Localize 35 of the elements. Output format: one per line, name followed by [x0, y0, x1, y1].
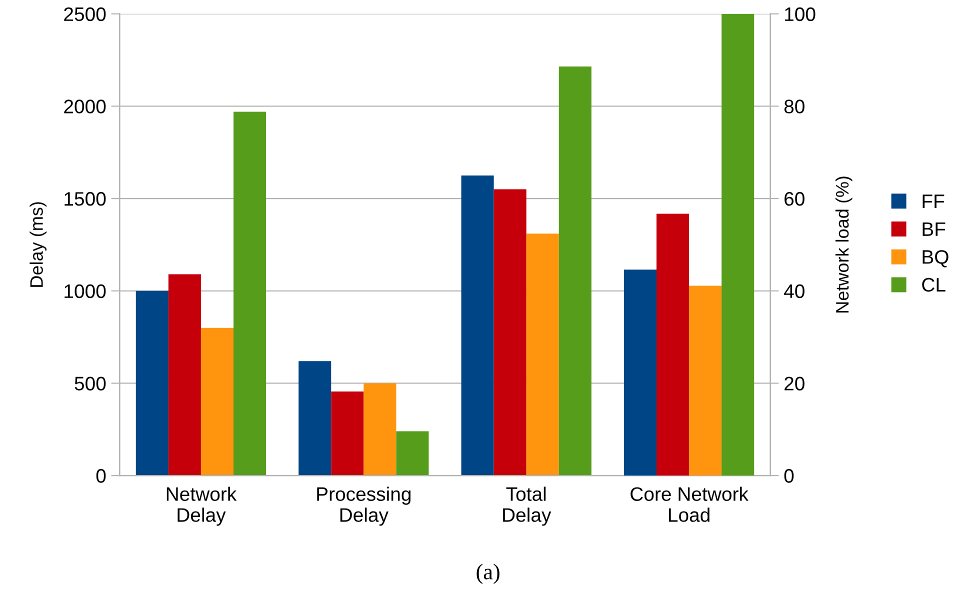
bar: [136, 290, 168, 476]
y2-tick-label: 60: [784, 192, 804, 206]
x-tick-label: Total Delay: [503, 486, 552, 526]
x-tick-label: Core Network Load: [630, 486, 748, 522]
y2-tick-label: 100: [785, 7, 816, 22]
bar: [331, 392, 364, 476]
legend-label: CL: [922, 278, 946, 292]
bar: [396, 431, 429, 476]
y-axis-title: Delay (ms): [30, 202, 47, 287]
legend-label: BF: [922, 222, 946, 236]
y2-tick-label: 80: [784, 100, 804, 114]
y-tick-label: 0: [96, 469, 106, 483]
y2-axis-title: Network load (%): [835, 176, 852, 312]
y2-tick-label: 20: [784, 376, 804, 390]
bar: [526, 234, 559, 476]
y-tick-label: 500: [74, 376, 106, 390]
y-tick-label: 2000: [64, 100, 106, 114]
bar: [168, 274, 201, 476]
bar: [494, 189, 526, 476]
legend-label: BQ: [922, 250, 948, 268]
bar: [200, 328, 234, 476]
bar: [558, 66, 592, 476]
y2-tick-label: 0: [784, 469, 794, 483]
bar: [298, 361, 332, 476]
y2-tick-label: 40: [784, 284, 804, 298]
x-tick-label: Network Delay: [166, 486, 237, 526]
bar: [234, 112, 266, 476]
y-tick-label: 1000: [64, 284, 106, 298]
bar: [364, 383, 396, 476]
x-tick-label: Processing Delay: [317, 486, 411, 526]
y-tick-label: 1500: [64, 192, 106, 206]
legend-label: FF: [922, 194, 944, 208]
bar: [461, 175, 494, 476]
text: (a): [476, 564, 500, 584]
y-tick-label: 2500: [64, 7, 106, 22]
